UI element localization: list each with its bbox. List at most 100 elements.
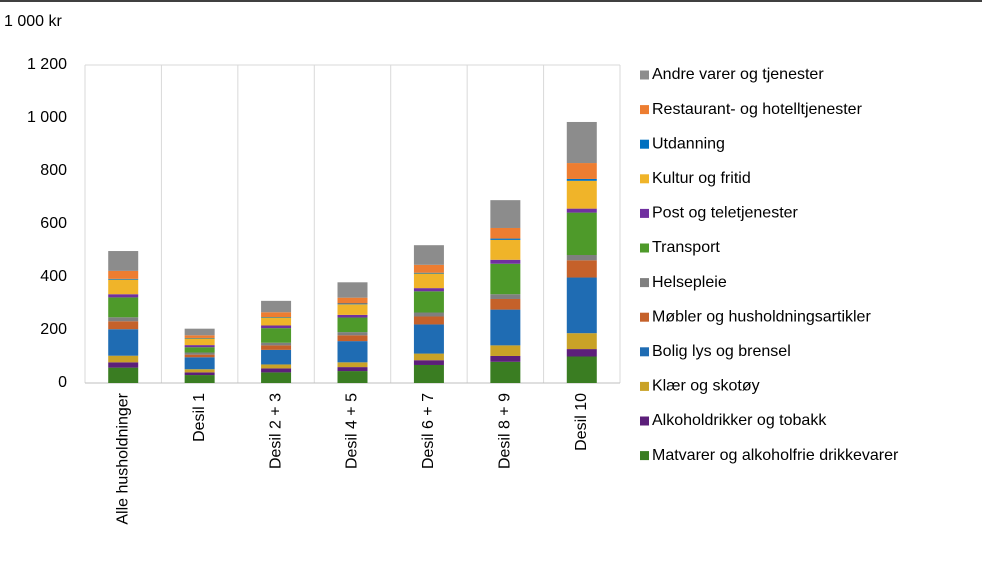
bar-segment [108, 362, 139, 368]
legend-swatch [640, 451, 649, 461]
bar-segment [566, 212, 597, 256]
bar-segment [184, 345, 215, 348]
legend-label: Alkoholdrikker og tobakk [652, 412, 827, 429]
bar-segment [413, 291, 444, 313]
legend-swatch [640, 347, 649, 357]
bar-segment [184, 337, 215, 339]
bar-segment [337, 335, 368, 342]
bar-segment [261, 328, 292, 343]
bar-segment [108, 278, 139, 280]
x-tick-label: Alle husholdninger [114, 392, 131, 524]
bar-segment [566, 178, 597, 181]
bar-segment [184, 372, 215, 376]
bar-segment [108, 317, 139, 322]
bar-segment [337, 282, 368, 298]
bar-segment [490, 355, 521, 362]
legend-swatch [640, 416, 649, 426]
bar-segment [337, 314, 368, 318]
bar-segment [261, 364, 292, 369]
bar-segment [184, 354, 215, 358]
bar-segment [490, 345, 521, 356]
bar-segment [490, 227, 521, 239]
bar-segment [108, 367, 139, 383]
bar-segment [337, 341, 368, 363]
y-tick-label: 200 [40, 321, 67, 338]
bar-segment [261, 368, 292, 373]
bar-segment [566, 208, 597, 213]
legend-label: Andre varer og tjenester [652, 66, 824, 83]
bar-segment [490, 200, 521, 228]
y-tick-label: 800 [40, 162, 67, 179]
x-tick-label: Desil 8 + 9 [497, 393, 514, 469]
legend-label: Bolig lys og brensel [652, 343, 791, 360]
legend-label: Helsepleie [652, 274, 727, 291]
x-tick-label: Desil 6 + 7 [420, 393, 437, 469]
bar-segment [566, 255, 597, 261]
bar-segment [413, 353, 444, 361]
bar-segment [184, 335, 215, 338]
bar-segment [108, 321, 139, 330]
bar-segment [184, 338, 215, 346]
bar-segment [108, 251, 139, 271]
bar-segment [337, 303, 368, 305]
y-tick-label: 1 000 [27, 109, 67, 126]
bar-segment [490, 294, 521, 299]
bar-segment [184, 375, 215, 383]
legend-label: Møbler og husholdningsartikler [652, 308, 871, 325]
legend-swatch [640, 208, 649, 218]
legend-label: Post og teletjenester [652, 205, 799, 222]
bar-segment [337, 362, 368, 368]
bar-segment [261, 312, 292, 318]
bar-segment [261, 300, 292, 313]
legend-label: Klær og skotøy [652, 378, 760, 395]
bar-segment [184, 369, 215, 373]
y-tick-label: 600 [40, 215, 67, 232]
bar-segment [566, 180, 597, 209]
legend-swatch [640, 174, 649, 184]
bar-segment [184, 347, 215, 353]
legend-label: Kultur og fritid [652, 170, 751, 187]
bar-segment [566, 260, 597, 278]
bar-segment [261, 342, 292, 346]
x-tick-label: Desil 4 + 5 [344, 393, 361, 469]
bar-segment [413, 312, 444, 317]
bar-segment [108, 279, 139, 295]
bar-segment [261, 349, 292, 365]
bar-segment [108, 297, 139, 318]
y-tick-label: 0 [58, 374, 67, 391]
x-tick-label: Desil 2 + 3 [267, 393, 284, 469]
bar-segment [413, 264, 444, 273]
bar-segment [184, 352, 215, 355]
bar-segment [261, 317, 292, 318]
bar-segment [566, 277, 597, 334]
legend-swatch [640, 243, 649, 253]
bar-segment [413, 288, 444, 292]
bar-segment [337, 332, 368, 336]
bar-segment [413, 273, 444, 289]
legend-swatch [640, 105, 649, 115]
bar-segment [108, 294, 139, 298]
bar-segment [261, 372, 292, 383]
bar-segment [337, 367, 368, 372]
legend-swatch [640, 312, 649, 322]
bar-segment [566, 356, 597, 383]
bar-segment [337, 371, 368, 383]
bar-segment [261, 325, 292, 329]
bar-segment [413, 360, 444, 365]
y-tick-label: 400 [40, 268, 67, 285]
bar-segment [108, 270, 139, 279]
y-tick-label: 1 200 [27, 56, 67, 73]
legend-swatch [640, 381, 649, 391]
legend-label: Utdanning [652, 135, 725, 152]
bar-segment [413, 316, 444, 325]
bar-segment [261, 345, 292, 350]
legend-swatch [640, 70, 649, 80]
legend-label: Restaurant- og hotelltjenester [652, 101, 863, 118]
bar-segment [184, 357, 215, 370]
bar-segment [413, 364, 444, 383]
bar-segment [490, 263, 521, 295]
legend-swatch [640, 139, 649, 149]
bar-segment [337, 317, 368, 333]
bar-segment [490, 239, 521, 260]
bar-segment [108, 355, 139, 363]
